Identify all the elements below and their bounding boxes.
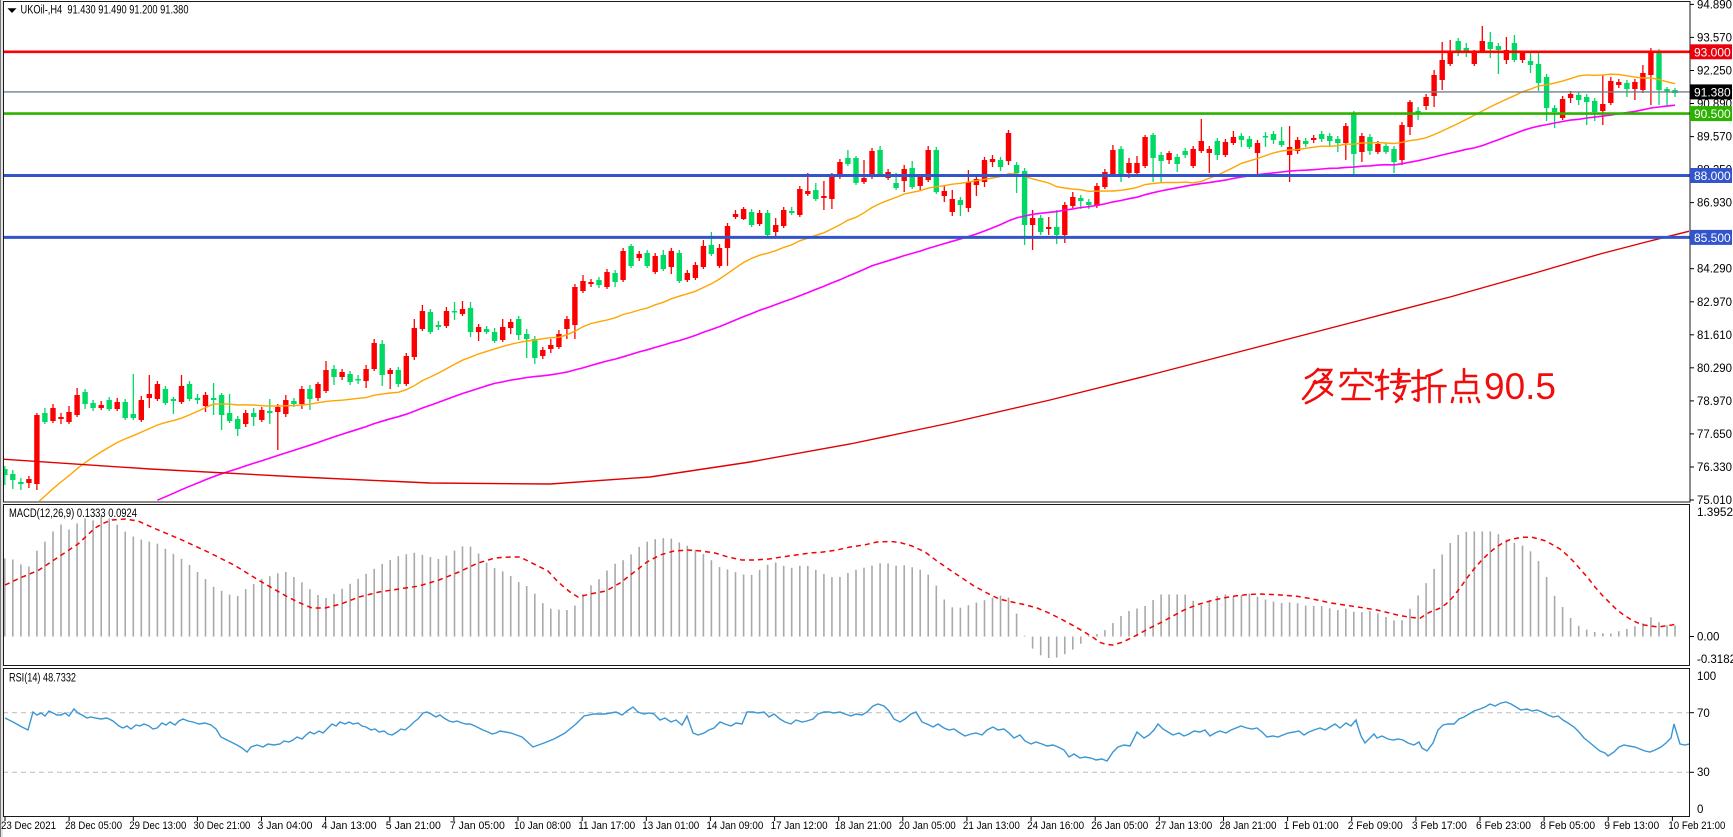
svg-text:70: 70 bbox=[1697, 708, 1710, 720]
svg-text:89.570: 89.570 bbox=[1697, 132, 1732, 144]
svg-text:75.010: 75.010 bbox=[1697, 495, 1732, 507]
svg-text:88.000: 88.000 bbox=[1694, 169, 1731, 183]
svg-text:27 Jan 13:00: 27 Jan 13:00 bbox=[1155, 820, 1212, 832]
svg-text:7 Jan 05:00: 7 Jan 05:00 bbox=[450, 820, 505, 832]
svg-text:6 Feb 23:00: 6 Feb 23:00 bbox=[1476, 820, 1531, 832]
svg-text:1.3952: 1.3952 bbox=[1697, 507, 1733, 519]
svg-text:0: 0 bbox=[1697, 804, 1703, 816]
svg-text:8 Feb 05:00: 8 Feb 05:00 bbox=[1540, 820, 1595, 832]
svg-text:84.290: 84.290 bbox=[1697, 264, 1732, 276]
svg-text:4 Jan 13:00: 4 Jan 13:00 bbox=[322, 820, 377, 832]
svg-text:26 Jan 05:00: 26 Jan 05:00 bbox=[1091, 820, 1148, 832]
svg-text:76.330: 76.330 bbox=[1697, 462, 1732, 474]
svg-text:78.970: 78.970 bbox=[1697, 396, 1732, 408]
svg-text:20 Jan 05:00: 20 Jan 05:00 bbox=[899, 820, 956, 832]
svg-text:91.380: 91.380 bbox=[1694, 85, 1731, 99]
svg-text:23 Dec 2021: 23 Dec 2021 bbox=[1, 820, 56, 832]
svg-text:82.970: 82.970 bbox=[1697, 297, 1732, 309]
svg-text:77.650: 77.650 bbox=[1697, 429, 1732, 441]
svg-text:14 Jan 09:00: 14 Jan 09:00 bbox=[706, 820, 763, 832]
svg-text:13 Jan 01:00: 13 Jan 01:00 bbox=[642, 820, 699, 832]
svg-text:3 Jan 04:00: 3 Jan 04:00 bbox=[258, 820, 313, 832]
svg-text:80.290: 80.290 bbox=[1697, 363, 1732, 375]
svg-text:UKOil-,H4 91.430 91.490 91.20: UKOil-,H4 91.430 91.490 91.200 91.380 bbox=[21, 5, 189, 17]
svg-text:90.500: 90.500 bbox=[1694, 107, 1731, 121]
svg-text:-0.3182: -0.3182 bbox=[1697, 654, 1733, 666]
svg-text:100: 100 bbox=[1697, 671, 1716, 683]
svg-text:18 Jan 21:00: 18 Jan 21:00 bbox=[835, 820, 892, 832]
svg-text:24 Jan 16:00: 24 Jan 16:00 bbox=[1027, 820, 1084, 832]
svg-text:29 Dec 13:00: 29 Dec 13:00 bbox=[129, 820, 186, 832]
svg-text:30: 30 bbox=[1697, 767, 1710, 779]
svg-text:17 Jan 12:00: 17 Jan 12:00 bbox=[771, 820, 828, 832]
svg-text:11 Jan 17:00: 11 Jan 17:00 bbox=[578, 820, 635, 832]
svg-text:5 Jan 21:00: 5 Jan 21:00 bbox=[386, 820, 441, 832]
svg-text:28 Dec 05:00: 28 Dec 05:00 bbox=[65, 820, 122, 832]
svg-text:21 Jan 13:00: 21 Jan 13:00 bbox=[963, 820, 1020, 832]
svg-text:86.930: 86.930 bbox=[1697, 198, 1732, 210]
svg-text:94.890: 94.890 bbox=[1697, 0, 1732, 11]
svg-text:92.250: 92.250 bbox=[1697, 66, 1732, 78]
svg-text:MACD(12,26,9) 0.1333 0.0924: MACD(12,26,9) 0.1333 0.0924 bbox=[9, 508, 137, 520]
svg-text:90.5: 90.5 bbox=[1484, 366, 1556, 407]
svg-text:0.00: 0.00 bbox=[1697, 632, 1719, 644]
svg-text:85.500: 85.500 bbox=[1694, 231, 1731, 245]
svg-text:93.000: 93.000 bbox=[1694, 45, 1731, 59]
svg-text:RSI(14) 48.7332: RSI(14) 48.7332 bbox=[9, 673, 76, 685]
svg-text:1 Feb 01:00: 1 Feb 01:00 bbox=[1284, 820, 1339, 832]
svg-text:3 Feb 17:00: 3 Feb 17:00 bbox=[1412, 820, 1467, 832]
svg-text:30 Dec 21:00: 30 Dec 21:00 bbox=[193, 820, 250, 832]
svg-text:10 Jan 08:00: 10 Jan 08:00 bbox=[514, 820, 571, 832]
svg-text:9 Feb 13:00: 9 Feb 13:00 bbox=[1604, 820, 1659, 832]
svg-text:2 Feb 09:00: 2 Feb 09:00 bbox=[1348, 820, 1403, 832]
svg-text:10 Feb 21:00: 10 Feb 21:00 bbox=[1668, 820, 1725, 832]
svg-text:81.610: 81.610 bbox=[1697, 330, 1732, 342]
svg-text:93.570: 93.570 bbox=[1697, 32, 1732, 44]
svg-text:28 Jan 21:00: 28 Jan 21:00 bbox=[1220, 820, 1277, 832]
